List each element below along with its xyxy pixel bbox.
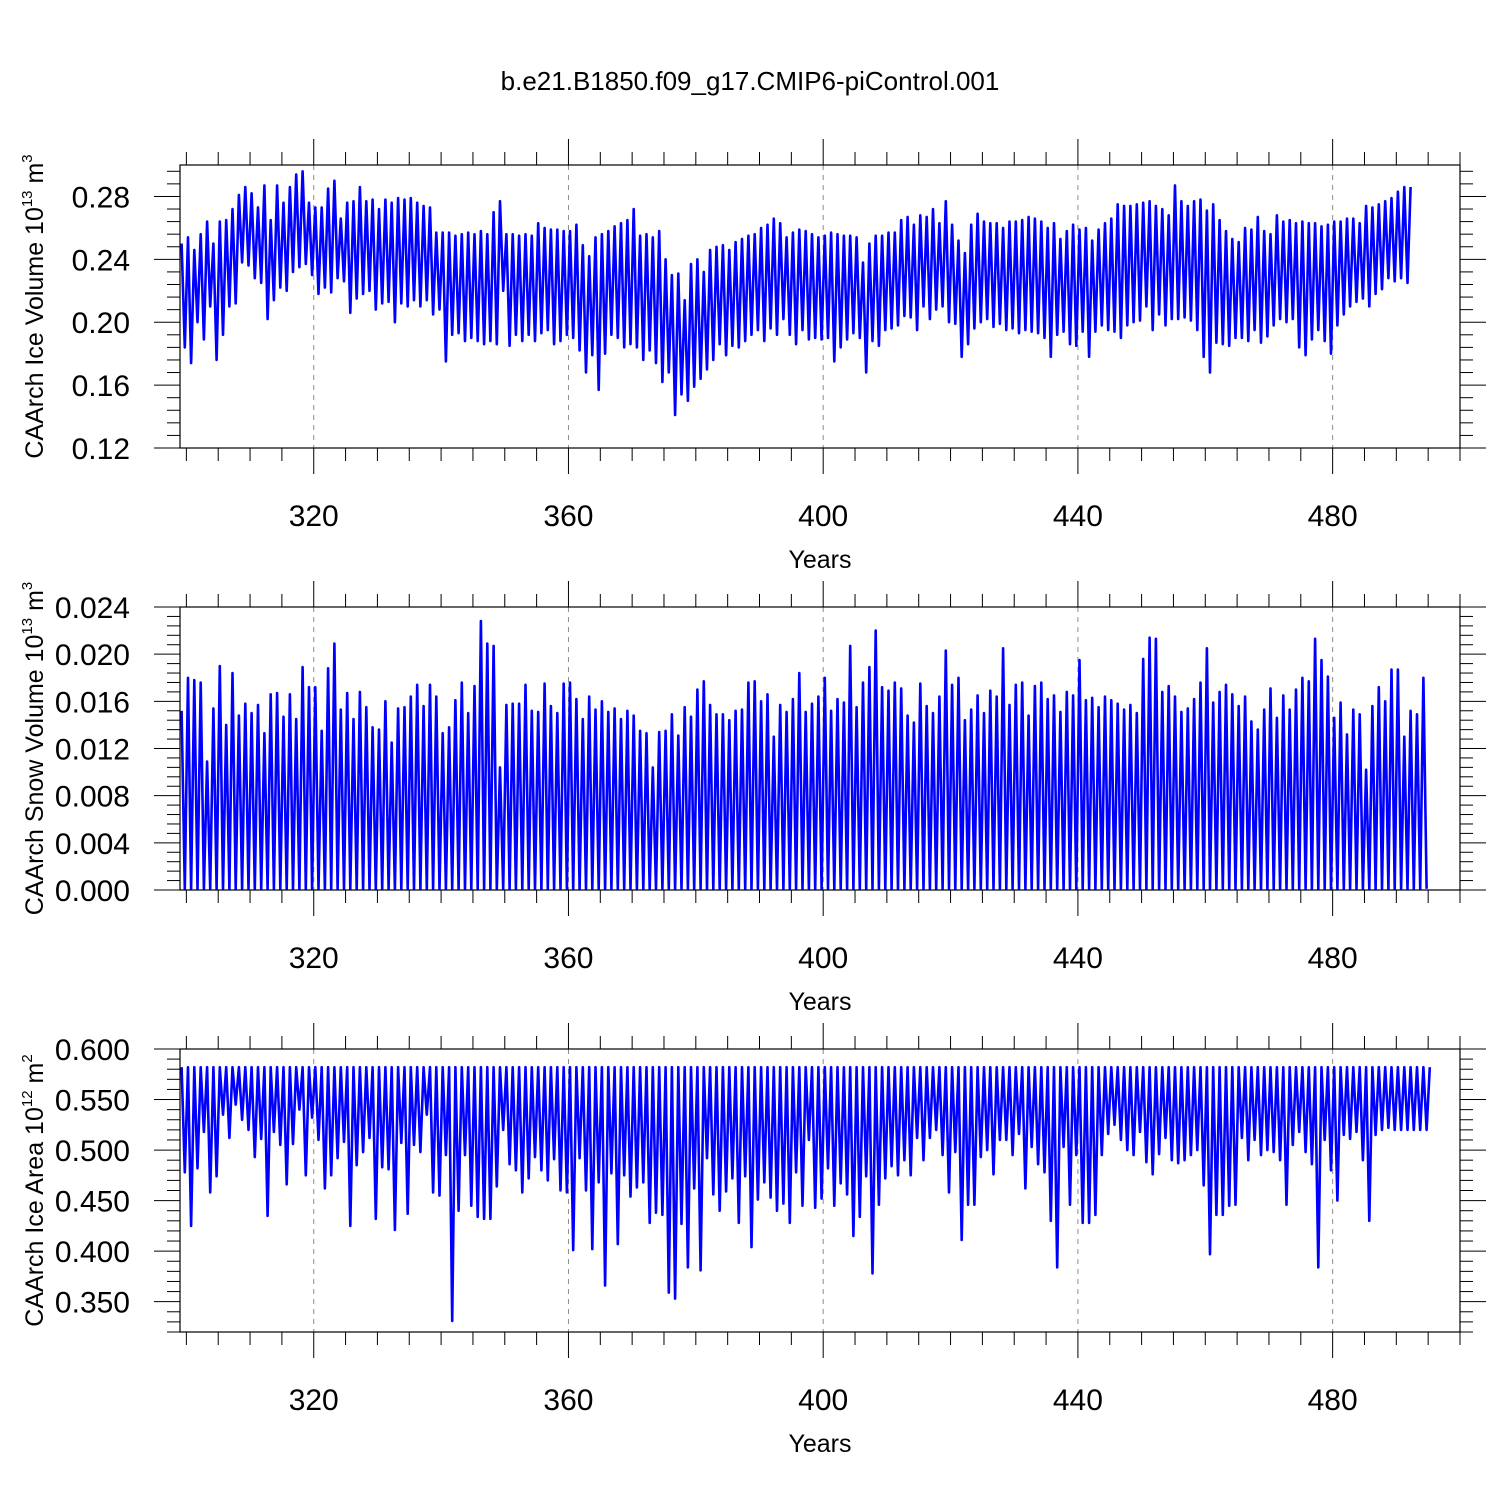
y-axis-title-text: CAArch Ice Volume 10 — [21, 207, 49, 459]
y-tick-label: 0.020 — [55, 639, 130, 672]
y-axis-title-unit: m — [21, 163, 49, 191]
y-tick-label: 0.000 — [55, 875, 130, 908]
x-tick-label: 440 — [1053, 1384, 1103, 1417]
plot-frame — [179, 164, 1461, 449]
x-tick-label: 320 — [289, 500, 339, 533]
y-tick-label: 0.016 — [55, 686, 130, 719]
x-tick-label: 320 — [289, 942, 339, 975]
x-tick-label: 480 — [1308, 942, 1358, 975]
panels: 320 360 400 440 480 0.12 0.16 0.20 0.24 0.28 Years… — [19, 139, 1486, 1458]
y-tick-label: 0.024 — [55, 592, 130, 625]
y-axis-title-text: CAArch Snow Volume 10 — [21, 635, 49, 916]
x-tick-label: 360 — [543, 942, 593, 975]
y-axis-title-exponent: 12 — [19, 1090, 36, 1107]
series-line — [180, 619, 1428, 891]
x-axis-title: Years — [788, 1430, 851, 1458]
y-tick-label: 0.400 — [55, 1236, 130, 1269]
figure-title: b.e21.B1850.f09_g17.CMIP6-piControl.001 — [501, 66, 1000, 96]
y-tick-label: 0.350 — [55, 1287, 130, 1320]
y-axis-title-exponent: 13 — [19, 190, 36, 207]
x-tick-label: 400 — [798, 1384, 848, 1417]
y-tick-label: 0.008 — [55, 781, 130, 814]
panel-ice-volume: 320 360 400 440 480 0.12 0.16 0.20 0.24 0.28 Years… — [19, 139, 1486, 574]
x-tick-label: 480 — [1308, 500, 1358, 533]
y-tick-label: 0.500 — [55, 1135, 130, 1168]
y-tick-label: 0.16 — [72, 370, 130, 403]
x-tick-label: 440 — [1053, 500, 1103, 533]
y-axis-title-unit-exponent: 3 — [19, 582, 36, 590]
x-tick-label: 440 — [1053, 942, 1103, 975]
y-axis-title-exponent: 13 — [19, 618, 36, 635]
y-tick-label: 0.550 — [55, 1085, 130, 1118]
y-axis-title-unit-exponent: 3 — [19, 154, 36, 162]
panel-ice-area: 320 360 400 440 480 0.350 0.400 0.450 0.500 0.550… — [19, 1023, 1486, 1458]
y-tick-label: 0.450 — [55, 1186, 130, 1219]
y-tick-label: 0.12 — [72, 433, 130, 466]
series-line — [180, 170, 1412, 417]
y-axis-title: CAArch Snow Volume 1013 m3 — [19, 582, 49, 916]
x-axis-title: Years — [788, 988, 851, 1016]
y-tick-label: 0.012 — [55, 734, 130, 767]
x-tick-label: 360 — [543, 1384, 593, 1417]
x-tick-label: 400 — [798, 942, 848, 975]
y-tick-label: 0.600 — [55, 1034, 130, 1067]
y-tick-label: 0.28 — [72, 181, 130, 214]
panel-snow-volume: 320 360 400 440 480 0.000 0.004 0.008 0.012 0.016… — [19, 581, 1486, 1016]
y-tick-label: 0.20 — [72, 307, 130, 340]
series-line — [180, 1065, 1432, 1323]
y-tick-label: 0.004 — [55, 828, 130, 861]
x-tick-label: 360 — [543, 500, 593, 533]
x-tick-label: 480 — [1308, 1384, 1358, 1417]
x-tick-label: 400 — [798, 500, 848, 533]
y-axis-title-unit: m — [21, 590, 49, 618]
y-axis-title: CAArch Ice Area 1012 m2 — [19, 1054, 49, 1326]
y-axis-title-unit: m — [21, 1063, 49, 1091]
y-axis-title-unit-exponent: 2 — [19, 1054, 36, 1062]
y-axis-title: CAArch Ice Volume 1013 m3 — [19, 154, 49, 458]
y-axis-title-text: CAArch Ice Area 10 — [21, 1107, 49, 1327]
y-tick-label: 0.24 — [72, 244, 130, 277]
x-axis-title: Years — [788, 546, 851, 574]
x-tick-label: 320 — [289, 1384, 339, 1417]
